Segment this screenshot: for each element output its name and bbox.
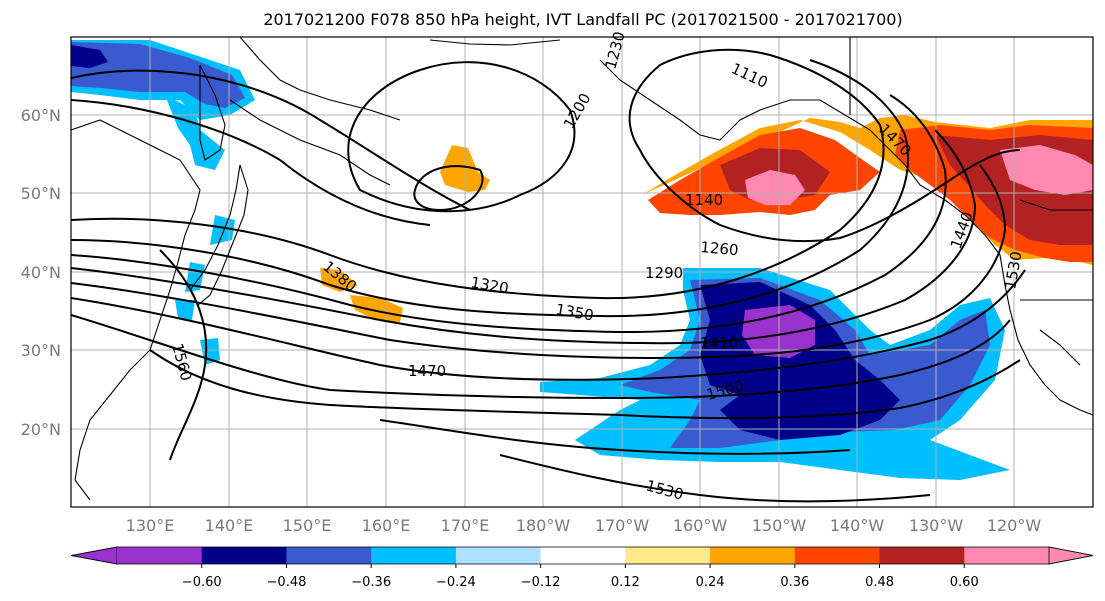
colorbar-tick-label: −0.12 <box>521 575 561 590</box>
map-title: 2017021200 F078 850 hPa height, IVT Land… <box>263 10 902 29</box>
colorbar-extend-low <box>70 546 118 565</box>
contour-label: 1470 <box>408 362 446 380</box>
lat-label: 50°N <box>21 184 61 203</box>
colorbar-cell <box>540 547 626 564</box>
latitude-labels: 60°N 50°N 40°N 30°N 20°N <box>21 106 61 439</box>
colorbar-tick-label: 0.12 <box>611 575 640 590</box>
colorbar-tick-label: −0.24 <box>436 575 476 590</box>
lat-label: 60°N <box>21 106 61 125</box>
lon-label: 170°E <box>441 516 490 535</box>
colorbar-tick-label: 0.48 <box>865 575 894 590</box>
lon-label: 140°E <box>205 516 254 535</box>
colorbar: −0.60 −0.48 −0.36 −0.24 −0.12 0.12 0.24 0.36 0.4… <box>70 546 1094 590</box>
colorbar-cell <box>964 547 1050 564</box>
coastlines <box>71 37 1093 501</box>
colorbar-tick-label: 0.24 <box>696 575 725 590</box>
lon-label: 120°W <box>987 516 1042 535</box>
colorbar-extend-high <box>1048 546 1094 565</box>
height-contours <box>71 48 1026 503</box>
negative-anomaly-northwest <box>71 40 255 365</box>
lat-label: 20°N <box>21 420 61 439</box>
colorbar-cell <box>710 547 796 564</box>
colorbar-cell <box>371 547 457 564</box>
colorbar-tick-label: −0.36 <box>351 575 391 590</box>
lon-label: 170°W <box>595 516 650 535</box>
lon-label: 130°W <box>909 516 964 535</box>
lon-label: 130°E <box>126 516 175 535</box>
contour-label: 1260 <box>700 238 740 259</box>
colorbar-cell <box>879 547 965 564</box>
lon-label: 180°W <box>516 516 571 535</box>
lon-label: 160°E <box>362 516 411 535</box>
lon-label: 150°E <box>283 516 332 535</box>
colorbar-cell <box>201 547 287 564</box>
map-frame <box>70 36 1094 508</box>
colorbar-outline <box>70 546 1094 565</box>
lat-label: 30°N <box>21 341 61 360</box>
colorbar-cell <box>117 547 203 564</box>
contour-label: 1290 <box>645 264 683 282</box>
colorbar-cell <box>794 547 881 564</box>
lat-label: 40°N <box>21 263 61 282</box>
contour-label: 1140 <box>685 191 723 209</box>
colorbar-tick-label: 0.36 <box>780 575 809 590</box>
lon-label: 150°W <box>752 516 807 535</box>
colorbar-tick-label: −0.48 <box>267 575 307 590</box>
lon-label: 160°W <box>673 516 728 535</box>
colorbar-cell <box>625 547 711 564</box>
colorbar-cell <box>455 547 542 564</box>
contour-label: 1410 <box>700 334 738 352</box>
colorbar-tick-label: −0.60 <box>182 575 222 590</box>
longitude-labels: 130°E 140°E 150°E 160°E 170°E 180°W 170°… <box>126 516 1042 535</box>
graticule <box>71 37 1093 507</box>
lon-label: 140°W <box>830 516 885 535</box>
colorbar-cell <box>286 547 372 564</box>
colorbar-tick-label: 0.60 <box>950 575 979 590</box>
map-panel: 1110 1200 1230 1140 1260 1290 1320 1350 … <box>70 29 1094 508</box>
